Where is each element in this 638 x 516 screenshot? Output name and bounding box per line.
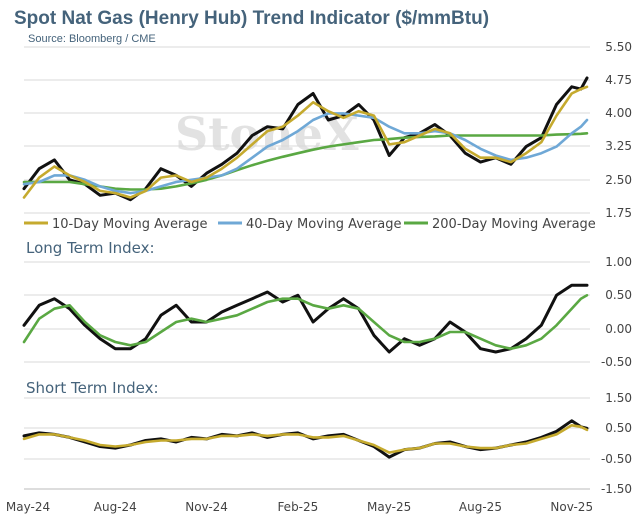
y-tick-label: 0.50 bbox=[605, 288, 632, 302]
y-tick-label: -0.50 bbox=[601, 355, 632, 369]
legend-label-ma10: 10-Day Moving Average bbox=[52, 217, 208, 232]
y-tick-label: 3.25 bbox=[605, 139, 632, 153]
long-term-index-panel: 1.00 0.50 0.00 -0.50 bbox=[22, 255, 632, 369]
x-tick-label: Aug-24 bbox=[94, 500, 137, 514]
y-tick-label: 1.50 bbox=[605, 391, 632, 405]
legend-label-ma200: 200-Day Moving Average bbox=[432, 217, 596, 232]
price-series-line bbox=[22, 283, 589, 354]
y-tick-label: 2.50 bbox=[605, 173, 632, 187]
y-tick-label: 4.00 bbox=[605, 106, 632, 120]
x-tick-label: May-24 bbox=[6, 500, 50, 514]
ma200-series-line bbox=[22, 294, 589, 350]
y-tick-label: -1.50 bbox=[601, 482, 632, 496]
short-term-index-panel: 1.50 0.50 -0.50 -1.50 bbox=[22, 391, 632, 496]
y-tick-label: 4.75 bbox=[605, 73, 632, 87]
y-tick-label: 0.00 bbox=[605, 322, 632, 336]
x-tick-label: Aug-25 bbox=[459, 500, 502, 514]
ma10-series-line bbox=[22, 424, 589, 454]
long-term-index-title: Long Term Index: bbox=[26, 239, 155, 257]
y-tick-label: 1.75 bbox=[605, 206, 632, 220]
watermark-logo: StoneX bbox=[175, 107, 359, 161]
price-series-line bbox=[22, 419, 589, 459]
legend-label-ma40: 40-Day Moving Average bbox=[246, 217, 402, 232]
ma200-series-line bbox=[22, 132, 589, 191]
x-tick-label: May-25 bbox=[367, 500, 411, 514]
y-tick-label: 1.00 bbox=[605, 255, 632, 269]
y-tick-label: 0.50 bbox=[605, 421, 632, 435]
chart-source: Source: Bloomberg / CME bbox=[28, 33, 156, 45]
price-panel: 5.50 4.75 4.00 3.25 2.50 1.75 bbox=[22, 40, 632, 220]
chart-legend: 10-Day Moving Average 40-Day Moving Avera… bbox=[24, 217, 596, 232]
ma40-series-line bbox=[22, 112, 589, 195]
y-tick-label: -0.50 bbox=[601, 452, 632, 466]
y-tick-label: 5.50 bbox=[605, 40, 632, 54]
short-term-index-title: Short Term Index: bbox=[26, 379, 159, 397]
x-tick-label: Nov-25 bbox=[550, 500, 593, 514]
ma10-series-line bbox=[22, 85, 589, 199]
chart-title: Spot Nat Gas (Henry Hub) Trend Indicator… bbox=[14, 8, 489, 29]
x-tick-label: Feb-25 bbox=[277, 500, 318, 514]
x-tick-label: Nov-24 bbox=[185, 500, 228, 514]
x-axis: May-24 Aug-24 Nov-24 Feb-25 May-25 Aug-25 Nov-… bbox=[6, 488, 593, 514]
